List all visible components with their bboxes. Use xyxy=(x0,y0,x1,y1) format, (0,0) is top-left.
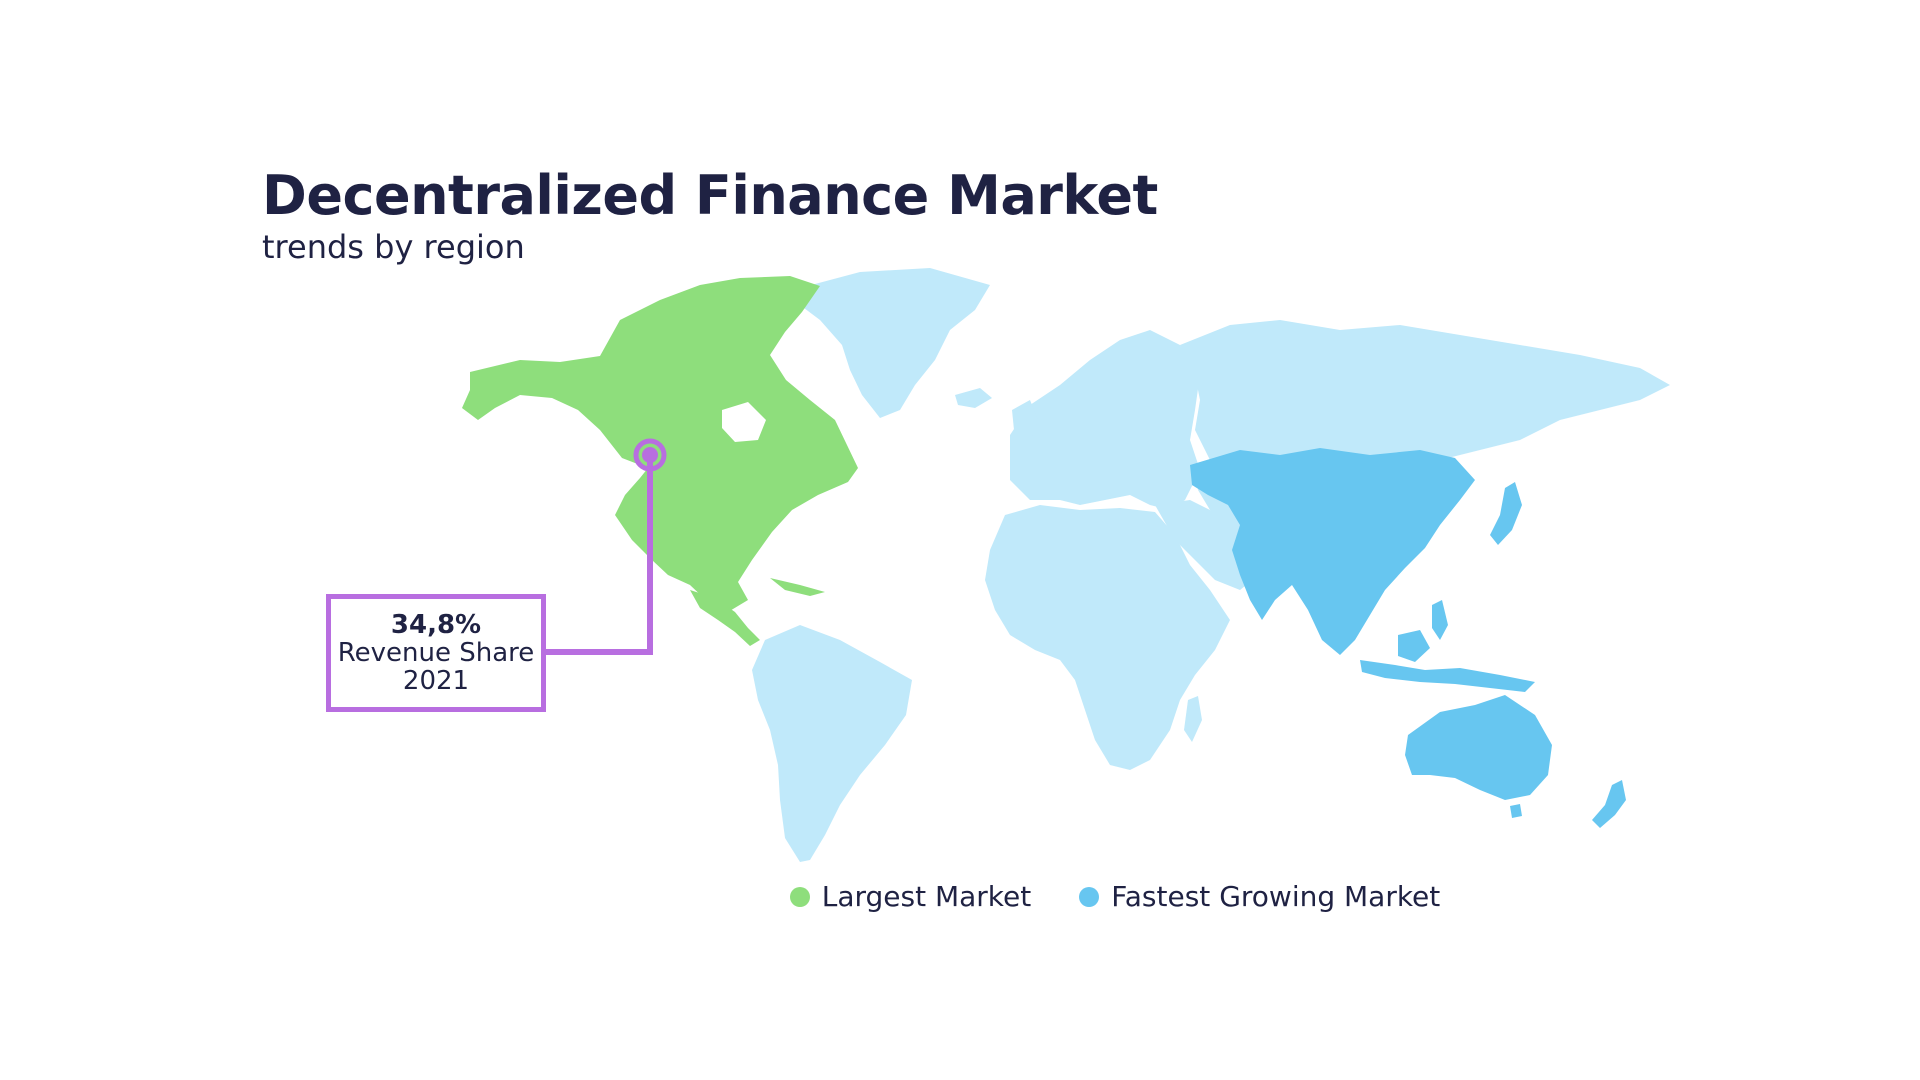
legend-dot-largest xyxy=(789,886,810,907)
asia-pacific-region[interactable] xyxy=(1190,448,1475,655)
greenland-region[interactable] xyxy=(800,268,990,418)
callout-year: 2021 xyxy=(402,666,470,696)
chart-subtitle: trends by region xyxy=(262,228,525,266)
russia-region[interactable] xyxy=(1180,320,1670,470)
legend-dot-fastest xyxy=(1079,886,1100,907)
legend-label-fastest: Fastest Growing Market xyxy=(1111,880,1441,913)
philippines-region[interactable] xyxy=(1432,600,1448,640)
madagascar-region[interactable] xyxy=(1184,696,1202,742)
middle-east-region[interactable] xyxy=(1155,500,1265,590)
callout-marker-ring[interactable] xyxy=(633,438,667,472)
uk-region[interactable] xyxy=(1012,400,1038,442)
africa-region[interactable] xyxy=(985,505,1230,770)
chart-title: Decentralized Finance Market xyxy=(262,164,1158,227)
hudson-bay xyxy=(722,402,766,442)
south-america-region[interactable] xyxy=(752,625,912,862)
borneo-region[interactable] xyxy=(1398,630,1430,662)
tasmania-region[interactable] xyxy=(1510,804,1522,818)
central-america-region[interactable] xyxy=(690,590,760,646)
map-legend: Largest Market Fastest Growing Market xyxy=(0,880,1920,913)
australia-region[interactable] xyxy=(1405,695,1552,800)
new-zealand-region[interactable] xyxy=(1592,780,1626,828)
revenue-share-callout: 34,8% Revenue Share 2021 xyxy=(326,594,546,712)
iceland-region[interactable] xyxy=(955,388,992,408)
callout-label: Revenue Share xyxy=(337,638,535,668)
caribbean-region[interactable] xyxy=(770,578,825,596)
callout-marker-dot xyxy=(642,447,658,463)
callout-connector xyxy=(546,455,653,655)
legend-label-largest: Largest Market xyxy=(821,880,1032,913)
japan-region[interactable] xyxy=(1490,482,1522,545)
legend-item-fastest[interactable]: Fastest Growing Market xyxy=(1079,880,1440,913)
indonesia-region[interactable] xyxy=(1360,660,1535,692)
europe-region[interactable] xyxy=(1010,330,1200,510)
legend-item-largest[interactable]: Largest Market xyxy=(789,880,1032,913)
callout-value: 34,8% xyxy=(390,610,482,640)
